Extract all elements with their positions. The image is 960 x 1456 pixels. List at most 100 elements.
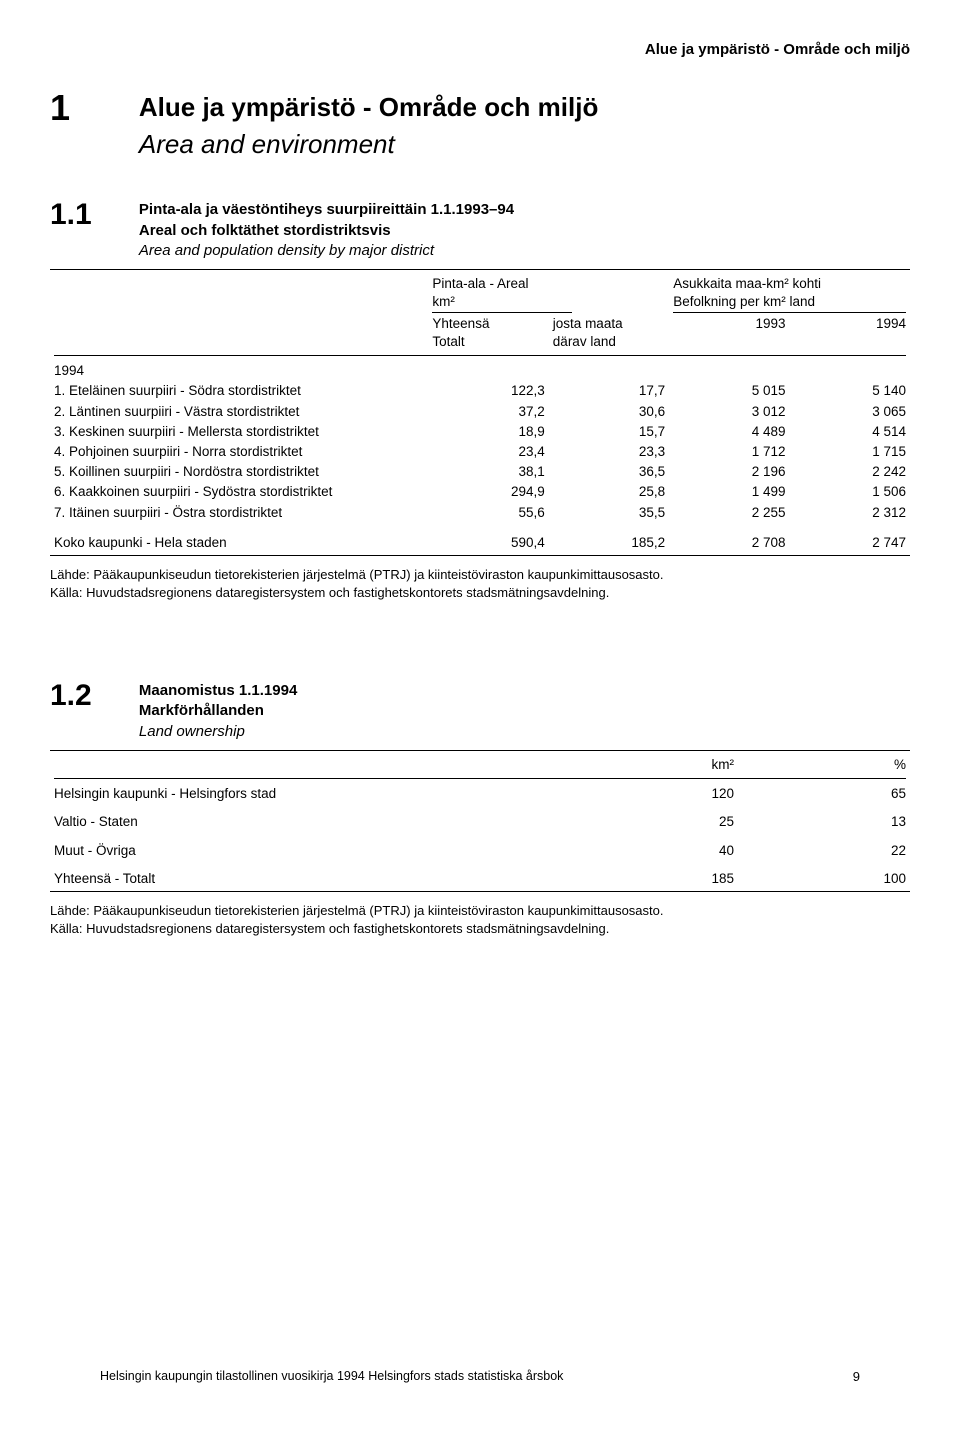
colgroup2-line2: Befolkning per km² land	[673, 293, 906, 312]
row-label: Muut - Övriga	[50, 841, 566, 861]
cell: 120	[566, 784, 738, 804]
chapter-title-line1: Alue ja ympäristö - Område och miljö	[139, 90, 899, 125]
section-subtitle2: Area and population density by major dis…	[139, 241, 899, 261]
table-1-1: Pinta-ala - Areal km² Asukkaita maa-km² …	[50, 274, 910, 553]
row-label: 1. Eteläinen suurpiiri - Södra stordistr…	[50, 381, 428, 401]
cell: 185,2	[549, 533, 669, 553]
cell: 18,9	[428, 422, 548, 442]
col-1994: 1994	[790, 314, 910, 352]
table-row: 7. Itäinen suurpiiri - Östra stordistrik…	[50, 503, 910, 523]
cell: 590,4	[428, 533, 548, 553]
cell: 4 489	[669, 422, 789, 442]
footnote-line2: Källa: Huvudstadsregionens dataregisters…	[50, 920, 910, 938]
cell: 2 312	[790, 503, 910, 523]
colgroup1-line2: km²	[432, 293, 572, 312]
cell: 35,5	[549, 503, 669, 523]
table-row: 6. Kaakkoinen suurpiiri - Sydöstra stord…	[50, 482, 910, 502]
cell: 40	[566, 841, 738, 861]
cell: 185	[566, 869, 738, 889]
row-label: Valtio - Staten	[50, 812, 566, 832]
cell: 2 708	[669, 533, 789, 553]
section-number: 1.1	[50, 200, 135, 230]
chapter-title-line2: Area and environment	[139, 127, 899, 162]
table-row: Muut - Övriga 40 22	[50, 841, 910, 861]
col-totalt: Totalt	[432, 334, 464, 349]
table-row: 3. Keskinen suurpiiri - Mellersta stordi…	[50, 422, 910, 442]
section-1-1: 1.1 Pinta-ala ja väestöntiheys suurpiire…	[50, 200, 910, 601]
section-subtitle2: Land ownership	[139, 722, 899, 742]
cell: 65	[738, 784, 910, 804]
cell: 23,3	[549, 442, 669, 462]
table-1-2: km² % Helsingin kaupunki - Helsingfors s…	[50, 755, 910, 889]
cell: 122,3	[428, 381, 548, 401]
section-title: Maanomistus 1.1.1994	[139, 681, 899, 701]
cell: 3 065	[790, 402, 910, 422]
table-row: 2. Läntinen suurpiiri - Västra stordistr…	[50, 402, 910, 422]
cell: 23,4	[428, 442, 548, 462]
cell: 22	[738, 841, 910, 861]
table-row: 4. Pohjoinen suurpiiri - Norra stordistr…	[50, 442, 910, 462]
cell: 17,7	[549, 381, 669, 401]
chapter-number: 1	[50, 90, 135, 126]
footnote-line1: Lähde: Pääkaupunkiseudun tietorekisterie…	[50, 566, 910, 584]
cell: 2 242	[790, 462, 910, 482]
row-label: 5. Koillinen suurpiiri - Nordöstra stord…	[50, 462, 428, 482]
col-km2: km²	[566, 755, 738, 775]
page-footer: Helsingin kaupungin tilastollinen vuosik…	[100, 1368, 860, 1386]
cell: 38,1	[428, 462, 548, 482]
year-label: 1994	[50, 361, 910, 381]
footnote-line1: Lähde: Pääkaupunkiseudun tietorekisterie…	[50, 902, 910, 920]
row-label: 3. Keskinen suurpiiri - Mellersta stordi…	[50, 422, 428, 442]
total-row: Koko kaupunki - Hela staden 590,4 185,2 …	[50, 533, 910, 553]
col-pct: %	[738, 755, 910, 775]
cell: 3 012	[669, 402, 789, 422]
cell: 1 712	[669, 442, 789, 462]
col-1993: 1993	[669, 314, 789, 352]
col-josta: josta maata	[553, 316, 623, 331]
cell: 25,8	[549, 482, 669, 502]
cell: 2 196	[669, 462, 789, 482]
cell: 55,6	[428, 503, 548, 523]
col-darav: därav land	[553, 334, 616, 349]
cell: 25	[566, 812, 738, 832]
page-header: Alue ja ympäristö - Område och miljö	[50, 40, 910, 60]
row-label: 4. Pohjoinen suurpiiri - Norra stordistr…	[50, 442, 428, 462]
cell: 2 255	[669, 503, 789, 523]
col-yhteensa: Yhteensä	[432, 316, 489, 331]
cell: 5 140	[790, 381, 910, 401]
total-row: Yhteensä - Totalt 185 100	[50, 869, 910, 889]
section-number: 1.2	[50, 681, 135, 711]
total-label: Koko kaupunki - Hela staden	[50, 533, 428, 553]
page-number: 9	[853, 1368, 860, 1386]
colgroup1-line1: Pinta-ala - Areal	[432, 276, 528, 291]
cell: 13	[738, 812, 910, 832]
total-label: Yhteensä - Totalt	[50, 869, 566, 889]
cell: 37,2	[428, 402, 548, 422]
row-label: 2. Läntinen suurpiiri - Västra stordistr…	[50, 402, 428, 422]
table-row: Valtio - Staten 25 13	[50, 812, 910, 832]
cell: 100	[738, 869, 910, 889]
cell: 30,6	[549, 402, 669, 422]
table-row: 5. Koillinen suurpiiri - Nordöstra stord…	[50, 462, 910, 482]
cell: 5 015	[669, 381, 789, 401]
cell: 1 506	[790, 482, 910, 502]
section-subtitle: Areal och folktäthet stordistriktsvis	[139, 221, 899, 241]
cell: 36,5	[549, 462, 669, 482]
cell: 1 499	[669, 482, 789, 502]
section-title: Pinta-ala ja väestöntiheys suurpiireittä…	[139, 200, 899, 220]
section-subtitle: Markförhållanden	[139, 701, 899, 721]
footnote-line2: Källa: Huvudstadsregionens dataregisters…	[50, 584, 910, 602]
cell: 15,7	[549, 422, 669, 442]
footer-text: Helsingin kaupungin tilastollinen vuosik…	[100, 1369, 563, 1383]
cell: 4 514	[790, 422, 910, 442]
row-label: Helsingin kaupunki - Helsingfors stad	[50, 784, 566, 804]
section-1-2: 1.2 Maanomistus 1.1.1994 Markförhållande…	[50, 681, 910, 937]
cell: 294,9	[428, 482, 548, 502]
chapter-heading: 1 Alue ja ympäristö - Område och miljö A…	[50, 90, 910, 162]
row-label: 7. Itäinen suurpiiri - Östra stordistrik…	[50, 503, 428, 523]
colgroup2-line1: Asukkaita maa-km² kohti	[673, 276, 821, 291]
cell: 2 747	[790, 533, 910, 553]
cell: 1 715	[790, 442, 910, 462]
table-row: 1. Eteläinen suurpiiri - Södra stordistr…	[50, 381, 910, 401]
table-row: Helsingin kaupunki - Helsingfors stad 12…	[50, 784, 910, 804]
